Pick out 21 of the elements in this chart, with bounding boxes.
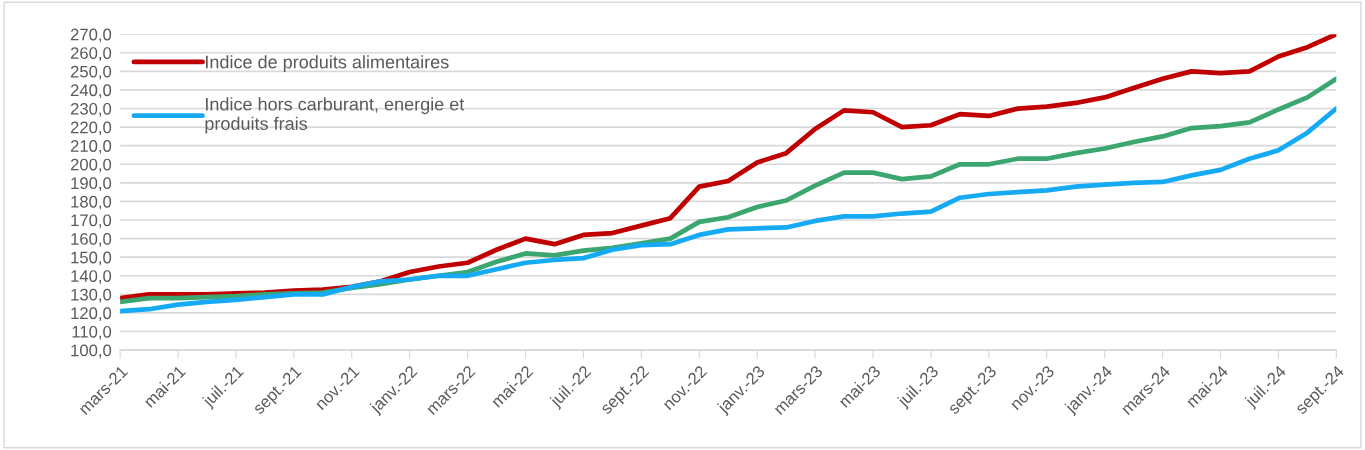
y-tick-label: 270,0 <box>70 28 112 43</box>
y-tick-label: 150,0 <box>71 251 112 266</box>
y-tick-label: 140,0 <box>71 270 112 284</box>
y-tick-label: 190,0 <box>71 177 112 192</box>
y-tick-label: 120,0 <box>71 307 112 322</box>
y-tick-label: 240,0 <box>70 84 112 99</box>
legend-label: Indice de produits alimentaires <box>206 55 449 73</box>
y-tick-label: 230,0 <box>70 102 112 117</box>
y-tick-label: 200,0 <box>70 158 112 173</box>
y-tick-label: 260,0 <box>70 47 112 61</box>
legend-label: Indice hors carburant, energie et produits frais <box>205 97 465 134</box>
y-tick-label: 130,0 <box>71 288 112 303</box>
y-tick-label: 110,0 <box>72 325 112 340</box>
y-tick-label: 100,0 <box>71 344 112 359</box>
y-tick-label: 170,0 <box>71 214 112 229</box>
y-tick-label: 210,0 <box>70 140 112 154</box>
y-tick-label: 250,0 <box>70 65 112 80</box>
y-tick-label: 220,0 <box>70 121 112 136</box>
line-series <box>120 34 1337 301</box>
y-tick-label: 160,0 <box>71 233 112 247</box>
y-tick-label: 180,0 <box>71 195 112 210</box>
